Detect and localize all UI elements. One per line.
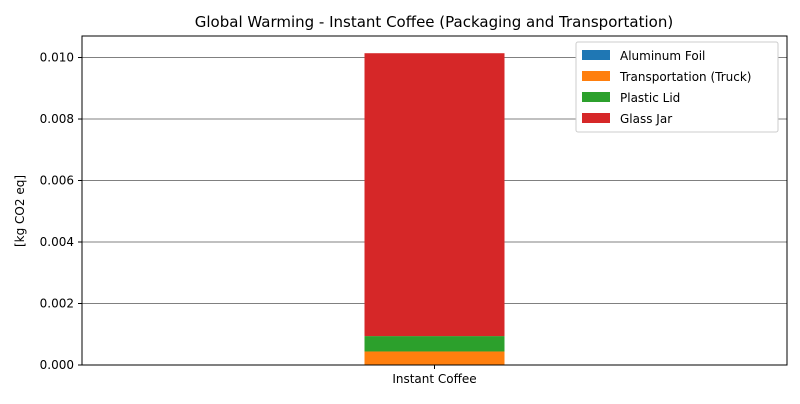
legend-label: Plastic Lid (620, 91, 680, 105)
legend-label: Glass Jar (620, 112, 672, 126)
chart-title: Global Warming - Instant Coffee (Packagi… (195, 13, 673, 31)
bar-segment-transportation-truck (365, 351, 505, 364)
legend-label: Transportation (Truck) (619, 70, 751, 84)
legend: Aluminum Foil Transportation (Truck) Plast… (576, 42, 778, 132)
bars (365, 53, 505, 365)
x-axis-ticks: Instant Coffee (392, 365, 476, 386)
legend-swatch (582, 113, 610, 123)
y-tick-label: 0.004 (40, 235, 74, 249)
y-tick-label: 0.008 (40, 112, 74, 126)
legend-swatch (582, 50, 610, 60)
legend-swatch (582, 92, 610, 102)
y-tick-label: 0.002 (40, 297, 74, 311)
y-tick-label: 0.006 (40, 174, 74, 188)
bar-segment-plastic-lid (365, 336, 505, 351)
y-axis-label: [kg CO2 eq] (13, 175, 27, 247)
legend-label: Aluminum Foil (620, 49, 705, 63)
y-tick-label: 0.000 (40, 358, 74, 372)
y-tick-label: 0.010 (40, 51, 74, 65)
x-tick-label: Instant Coffee (392, 372, 476, 386)
bar-segment-glass-jar (365, 53, 505, 336)
legend-swatch (582, 71, 610, 81)
y-axis-ticks: 0.000 0.002 0.004 0.006 0.008 0.010 (40, 51, 82, 372)
